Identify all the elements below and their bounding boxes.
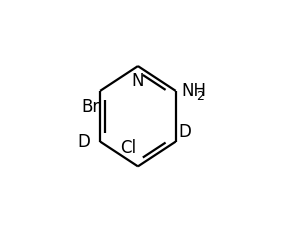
Text: D: D xyxy=(78,133,91,151)
Text: D: D xyxy=(179,123,192,141)
Text: N: N xyxy=(132,72,144,90)
Text: Br: Br xyxy=(81,98,100,116)
Text: NH: NH xyxy=(182,82,206,100)
Text: 2: 2 xyxy=(196,89,204,103)
Text: Cl: Cl xyxy=(120,139,137,157)
